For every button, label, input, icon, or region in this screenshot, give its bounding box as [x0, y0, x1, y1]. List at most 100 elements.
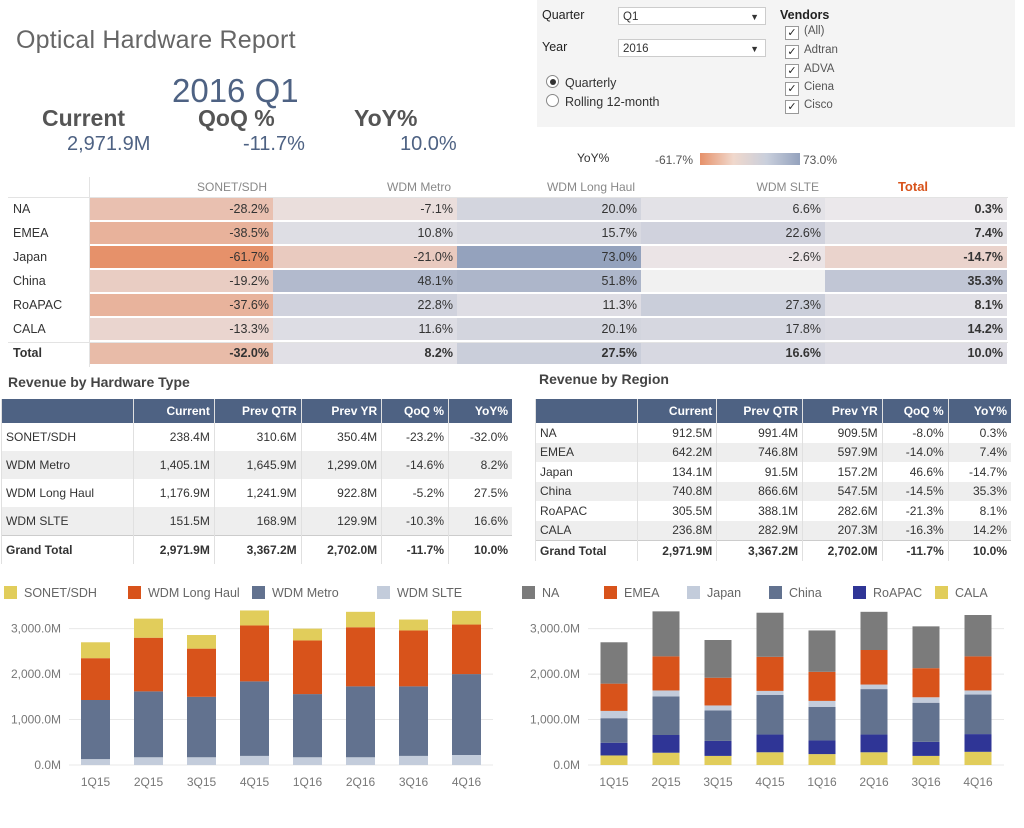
radio-unselected-icon [546, 94, 559, 107]
filter-panel [537, 0, 1015, 127]
vendor-checkbox-adva[interactable]: ✓ ADVA [785, 63, 834, 78]
heat-column-header: WDM Metro [387, 180, 451, 194]
table-row: RoAPAC 305.5M 388.1M 282.6M -21.3% 8.1% [535, 501, 1011, 521]
bar-segment [704, 710, 732, 741]
vendor-checkbox-all[interactable]: ✓ (All) [785, 25, 824, 40]
bar-segment [860, 611, 888, 650]
bar-segment [756, 656, 784, 691]
bar-segment [600, 642, 628, 684]
table-cell: -14.5% [881, 481, 949, 501]
checkmark-icon: ✓ [785, 26, 799, 40]
heat-cell: 20.1% [457, 318, 641, 341]
table-header-row: Current Prev QTR Prev YR QoQ % YoY% [535, 399, 1011, 423]
x-tick-label: 1Q16 [807, 775, 837, 789]
year-value: 2016 [623, 43, 649, 55]
bar-segment [912, 626, 940, 669]
legend-swatch [128, 586, 141, 599]
radio-rolling[interactable]: Rolling 12-month [546, 94, 660, 109]
bar-segment [600, 742, 628, 756]
quarter-select[interactable]: Q1 ▼ [618, 7, 766, 25]
radio-quarterly[interactable]: Quarterly [546, 75, 616, 90]
heat-cell: -13.3% [90, 318, 273, 341]
vendor-checkbox-ciena[interactable]: ✓ Ciena [785, 81, 834, 96]
table-row: WDM Metro 1,405.1M 1,645.9M 1,299.0M -14.6% 8… [0, 451, 512, 479]
table-cell: 740.8M [636, 481, 717, 501]
table-cell: CALA [535, 520, 638, 541]
table-header-cell: Prev YR [300, 399, 382, 423]
table-row: Japan 134.1M 91.5M 157.2M 46.6% -14.7% [535, 462, 1011, 482]
bar-segment [399, 630, 428, 687]
table-cell: SONET/SDH [0, 423, 134, 451]
year-select[interactable]: 2016 ▼ [618, 39, 766, 57]
table-cell: 350.4M [300, 423, 382, 451]
legend-label: Japan [707, 586, 742, 600]
table-cell: 157.2M [802, 462, 883, 482]
heat-row-label: NA [13, 202, 31, 216]
table-row: WDM Long Haul 1,176.9M 1,241.9M 922.8M -5.2%… [0, 479, 512, 507]
bar-segment [187, 648, 216, 697]
table-cell: 16.6% [448, 507, 512, 536]
table-cell: 547.5M [802, 481, 883, 501]
bar-segment [808, 754, 836, 765]
year-label: Year [542, 40, 568, 54]
table-cell: 1,241.9M [213, 479, 302, 507]
legend-label: WDM SLTE [397, 586, 463, 600]
table-header-cell: Prev QTR [213, 399, 302, 423]
kpi-current-value: 2,971.9M [67, 133, 151, 155]
heat-cell: 27.5% [457, 342, 641, 365]
bar-segment [756, 690, 784, 695]
heat-cell: -61.7% [90, 246, 273, 269]
legend-label: WDM Long Haul [148, 586, 240, 600]
legend-label: SONET/SDH [24, 586, 97, 600]
bar-segment [704, 740, 732, 756]
bar-segment [600, 718, 628, 743]
table-cell: 1,176.9M [133, 479, 215, 507]
heat-cell: 7.4% [825, 222, 1007, 245]
heat-cell: 0.3% [825, 198, 1007, 221]
legend-label: EMEA [624, 586, 660, 600]
heat-row-label: Total [13, 346, 42, 360]
y-tick-label: 0.0M [553, 758, 580, 772]
table-cell: 991.4M [716, 423, 803, 443]
vendor-checkbox-cisco[interactable]: ✓ Cisco [785, 99, 833, 114]
table-header-cell: YoY% [947, 399, 1011, 423]
table-cell: WDM Long Haul [0, 479, 134, 507]
bar-segment [399, 755, 428, 765]
table-cell: 7.4% [947, 442, 1011, 462]
heat-row-label: Japan [13, 250, 48, 264]
heat-cell: 20.0% [457, 198, 641, 221]
legend-swatch [687, 586, 700, 599]
bar-segment [860, 689, 888, 735]
bar-segment [860, 650, 888, 685]
legend-swatch [604, 586, 617, 599]
legend-item: RoAPAC [853, 586, 922, 600]
checkmark-icon: ✓ [785, 45, 799, 59]
bar-segment [600, 683, 628, 711]
vendor-checkbox-adtran[interactable]: ✓ Adtran [785, 44, 838, 59]
table-cell: 2,702.0M [802, 540, 883, 561]
legend-item: WDM Metro [252, 586, 339, 600]
radio-quarterly-label: Quarterly [565, 76, 617, 90]
legend-item: CALA [935, 586, 988, 600]
bar-segment [964, 690, 992, 695]
bar-segment [808, 671, 836, 701]
table-cell: 2,702.0M [300, 535, 382, 564]
y-tick-label: 3,000.0M [11, 622, 61, 636]
bar-segment [600, 710, 628, 719]
hw-revenue-chart: 3,000.0M 2,000.0M 1,000.0M 0.0M 1Q15 2Q15 3Q15… [11, 610, 493, 789]
legend-item: WDM Long Haul [128, 586, 240, 600]
y-tick-label: 1,000.0M [530, 713, 580, 727]
bar-segment [346, 611, 375, 628]
bar-segment [964, 694, 992, 735]
bar-segment [756, 695, 784, 735]
bar-segment [134, 691, 163, 758]
heat-cell: 8.2% [273, 342, 457, 365]
bar-segment [240, 610, 269, 626]
table-cell: -21.3% [881, 501, 949, 521]
bar-segment [912, 702, 940, 742]
bar-segment [912, 668, 940, 698]
table-row: WDM SLTE 151.5M 168.9M 129.9M -10.3% 16.6% [0, 507, 512, 536]
bar-segment [652, 752, 680, 765]
x-tick-label: 4Q15 [755, 775, 785, 789]
table-cell: Grand Total [535, 540, 638, 561]
